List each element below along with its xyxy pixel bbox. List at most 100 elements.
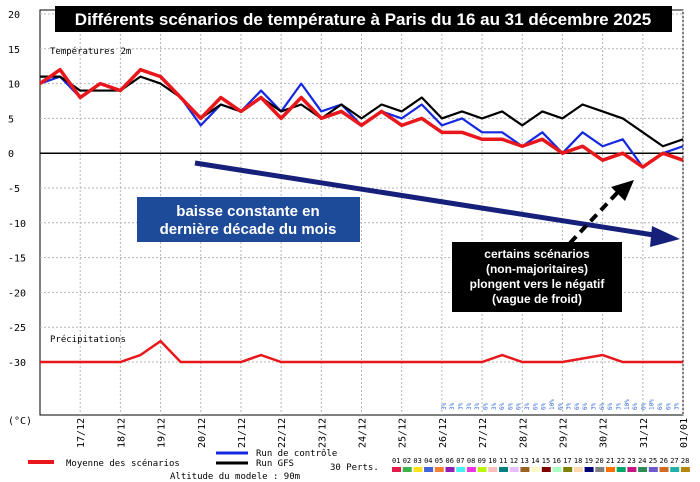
annotation-box-cold (452, 242, 622, 312)
legend-gfs-label: Run GFS (256, 459, 294, 469)
annotation-box-trend (137, 197, 360, 242)
legend-pert-swatch (680, 467, 690, 472)
legend-pert-swatch (563, 467, 573, 472)
temperature-panel-label: Températures 2m (50, 46, 131, 57)
legend-mean-label: Moyenne des scénarios (66, 458, 180, 469)
legend-pert-swatch (573, 467, 583, 472)
snow-probability-label: 6% (557, 402, 564, 410)
y-tick-label: -20 (8, 288, 26, 299)
legend-pert-number: 17 (563, 457, 571, 465)
snow-probability-label: 6% (632, 402, 639, 410)
legend-pert-swatch (434, 467, 444, 472)
legend-pert-swatch (541, 467, 551, 472)
legend-pert-number: 27 (670, 457, 678, 465)
snow-probability-label: 3% (566, 402, 573, 410)
legend-pert-swatch (509, 467, 519, 472)
legend-altitude-label: Altitude du modele : 90m (170, 472, 300, 482)
legend-pert-number: 28 (681, 457, 689, 465)
x-tick-label: 28/12 (518, 418, 529, 448)
legend-pert-number: 01 (392, 457, 400, 465)
annotation-trend-text: baisse constante en (176, 203, 319, 220)
snow-probability-label: 3% (458, 402, 465, 410)
y-unit-label: (°C) (8, 416, 32, 427)
legend-pert-swatch (606, 467, 615, 472)
x-tick-label: 17/12 (76, 418, 87, 448)
snow-probability-label: 6% (574, 402, 581, 410)
snow-probability-label: 6% (607, 402, 614, 410)
annotation-trend-text: dernière décade du mois (160, 221, 337, 238)
snow-probability-label: 6% (507, 402, 514, 410)
legend-pert-swatch (531, 467, 541, 472)
legend-pert-swatch (627, 467, 637, 472)
x-tick-label: 31/12 (639, 418, 650, 448)
legend-pert-number: 05 (435, 457, 443, 465)
legend-pert-number: 13 (520, 457, 528, 465)
legend-pert-number: 09 (478, 457, 486, 465)
legend-pert-number: 02 (403, 457, 411, 465)
legend-pert-swatch (402, 467, 412, 472)
legend-pert-number: 16 (553, 457, 561, 465)
snow-probability-label: 6% (482, 402, 489, 410)
y-tick-label: -10 (8, 219, 26, 230)
precipitation-mean-line (40, 339, 683, 364)
annotation-cold-text: (vague de froid) (492, 292, 582, 306)
cold-arrow-line (568, 190, 620, 245)
legend-pert-number: 03 (413, 457, 421, 465)
snow-probability-label: 10% (549, 399, 556, 410)
legend-pert-number: 23 (627, 457, 635, 465)
x-tick-label: 19/12 (157, 418, 168, 448)
snow-probability-label: 6% (599, 402, 606, 410)
series-line-1 (39, 67, 684, 169)
legend-pert-swatch (595, 467, 605, 472)
snow-probability-label: 3% (449, 402, 456, 410)
chart-title: Différents scénarios de température à Pa… (75, 10, 651, 29)
y-tick-label: -30 (8, 358, 26, 369)
x-tick-label: 23/12 (317, 418, 328, 448)
legend-pert-number: 22 (617, 457, 625, 465)
x-tick-label: 24/12 (358, 418, 369, 448)
legend-pert-swatch (488, 467, 498, 472)
snow-probability-label: 3% (674, 402, 681, 410)
annotation-cold-text: certains scénarios (484, 247, 590, 261)
precipitation-panel-label: Précipitations (50, 334, 126, 345)
legend-pert-swatch (413, 467, 423, 472)
x-tick-label: 25/12 (398, 418, 409, 448)
snow-probability-label: 3% (441, 402, 448, 410)
legend-pert-number: 14 (531, 457, 539, 465)
legend-pert-swatch (659, 467, 669, 472)
trend-arrow-line (194, 160, 661, 239)
snow-probability-label: 6% (582, 402, 589, 410)
legend-pert-number: 26 (660, 457, 668, 465)
legend-pert-number: 25 (649, 457, 657, 465)
snow-probability-label: 6% (665, 402, 672, 410)
x-tick-label: 27/12 (478, 418, 489, 448)
legend-pert-number: 04 (424, 457, 432, 465)
legend-pert-number: 12 (510, 457, 518, 465)
x-tick-label: 22/12 (277, 418, 288, 448)
snow-probability-label: 6% (516, 402, 523, 410)
legend-pert-swatch (424, 467, 434, 472)
snow-probability-label: 3% (615, 402, 622, 410)
legend-pert-swatch (552, 467, 562, 472)
legend-pert-number: 08 (467, 457, 475, 465)
y-tick-label: -25 (8, 323, 26, 334)
snow-probability-label: 10% (649, 399, 656, 410)
annotation-cold-text: (non-majoritaires) (486, 262, 588, 276)
legend-pert-swatch (648, 467, 658, 472)
legend-pert-swatch (392, 467, 401, 472)
legend-control-label: Run de contrôle (256, 448, 337, 459)
legend-pert-swatch (520, 467, 530, 472)
x-tick-label: 01/01 (679, 418, 690, 448)
y-tick-label: -5 (8, 184, 20, 195)
y-tick-label: 15 (8, 45, 20, 56)
legend-pert-number: 15 (542, 457, 550, 465)
x-tick-label: 30/12 (599, 418, 610, 448)
legend-pert-number: 20 (595, 457, 603, 465)
legend-pert-swatch (584, 467, 594, 472)
series-line-3 (40, 75, 684, 148)
legend-pert-number: 11 (499, 457, 507, 465)
cold-arrow-head (611, 180, 634, 201)
y-tick-label: -15 (8, 254, 26, 265)
legend-pert-number: 10 (488, 457, 496, 465)
snow-probability-label: 3% (466, 402, 473, 410)
